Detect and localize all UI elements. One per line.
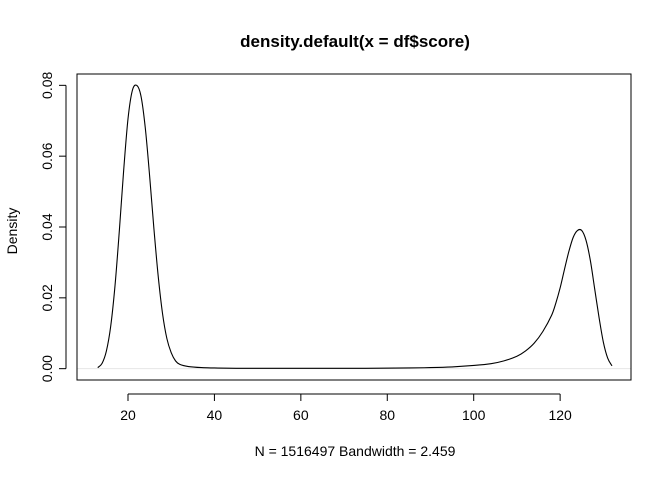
plot-box	[76, 73, 632, 381]
y-axis-tick-label: 0.00	[39, 355, 55, 382]
x-axis-tick-label: 20	[120, 407, 136, 423]
x-axis-tick-label: 60	[293, 407, 309, 423]
x-axis-label: N = 1516497 Bandwidth = 2.459	[255, 443, 456, 459]
x-axis-tick-label: 120	[548, 407, 572, 423]
y-axis-tick-label: 0.02	[39, 284, 55, 311]
x-axis-tick-label: 100	[462, 407, 486, 423]
x-axis-tick-label: 80	[379, 407, 395, 423]
x-axis: 20 40 60 80 100 120	[120, 393, 572, 423]
y-axis-tick-label: 0.08	[39, 71, 55, 98]
y-axis-tick-label: 0.04	[39, 213, 55, 240]
density-curve-group	[97, 84, 613, 369]
chart-title: density.default(x = df$score)	[240, 32, 470, 51]
y-axis: 0.00 0.02 0.04 0.06 0.08	[39, 71, 67, 382]
density-curve-line-0	[97, 84, 613, 369]
y-axis-tick-label: 0.06	[39, 142, 55, 169]
x-axis-tick-label: 40	[207, 407, 223, 423]
y-axis-label: Density	[4, 208, 20, 255]
